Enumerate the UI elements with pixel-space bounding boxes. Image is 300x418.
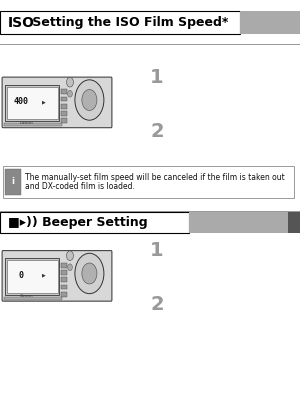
- Bar: [0, 12, 240, 35]
- Bar: [61, 278, 67, 282]
- Bar: [61, 89, 67, 94]
- Bar: [61, 285, 67, 289]
- Bar: [7, 260, 58, 293]
- Text: 2: 2: [150, 122, 164, 141]
- Bar: [7, 87, 58, 120]
- Bar: [240, 12, 300, 35]
- Bar: [61, 118, 67, 123]
- Text: Setting the ISO Film Speed*: Setting the ISO Film Speed*: [28, 16, 229, 30]
- Bar: [61, 292, 67, 297]
- Text: ■▸)) Beeper Setting: ■▸)) Beeper Setting: [8, 216, 147, 229]
- Text: 2: 2: [150, 295, 164, 314]
- Circle shape: [68, 90, 72, 97]
- Text: 400: 400: [14, 97, 29, 106]
- Text: ISO: ISO: [8, 16, 34, 30]
- Text: 1: 1: [150, 68, 164, 87]
- Circle shape: [68, 264, 72, 270]
- Bar: [5, 85, 59, 121]
- FancyBboxPatch shape: [2, 250, 112, 301]
- Bar: [0, 212, 189, 233]
- Bar: [288, 212, 300, 233]
- Circle shape: [67, 251, 73, 260]
- Text: Canon: Canon: [20, 121, 34, 125]
- Text: ▶: ▶: [42, 273, 45, 278]
- Text: Canon: Canon: [20, 294, 34, 298]
- Text: 1: 1: [150, 241, 164, 260]
- Bar: [61, 270, 67, 275]
- Circle shape: [75, 80, 104, 120]
- Bar: [4, 168, 21, 195]
- Bar: [189, 212, 288, 233]
- Text: and DX-coded film is loaded.: and DX-coded film is loaded.: [25, 182, 134, 191]
- Text: The manually-set film speed will be canceled if the film is taken out: The manually-set film speed will be canc…: [25, 173, 284, 182]
- Bar: [3, 166, 294, 198]
- Bar: [61, 263, 67, 268]
- FancyBboxPatch shape: [2, 77, 112, 128]
- Circle shape: [75, 253, 104, 294]
- Text: i: i: [11, 177, 14, 186]
- Bar: [4, 297, 62, 300]
- Circle shape: [67, 77, 73, 87]
- Bar: [61, 111, 67, 116]
- Text: 0: 0: [19, 270, 24, 280]
- Circle shape: [82, 89, 97, 110]
- Bar: [61, 97, 67, 102]
- Circle shape: [82, 263, 97, 284]
- Bar: [61, 104, 67, 109]
- Text: ▶: ▶: [42, 99, 45, 104]
- Bar: [4, 123, 62, 126]
- Bar: [5, 258, 59, 295]
